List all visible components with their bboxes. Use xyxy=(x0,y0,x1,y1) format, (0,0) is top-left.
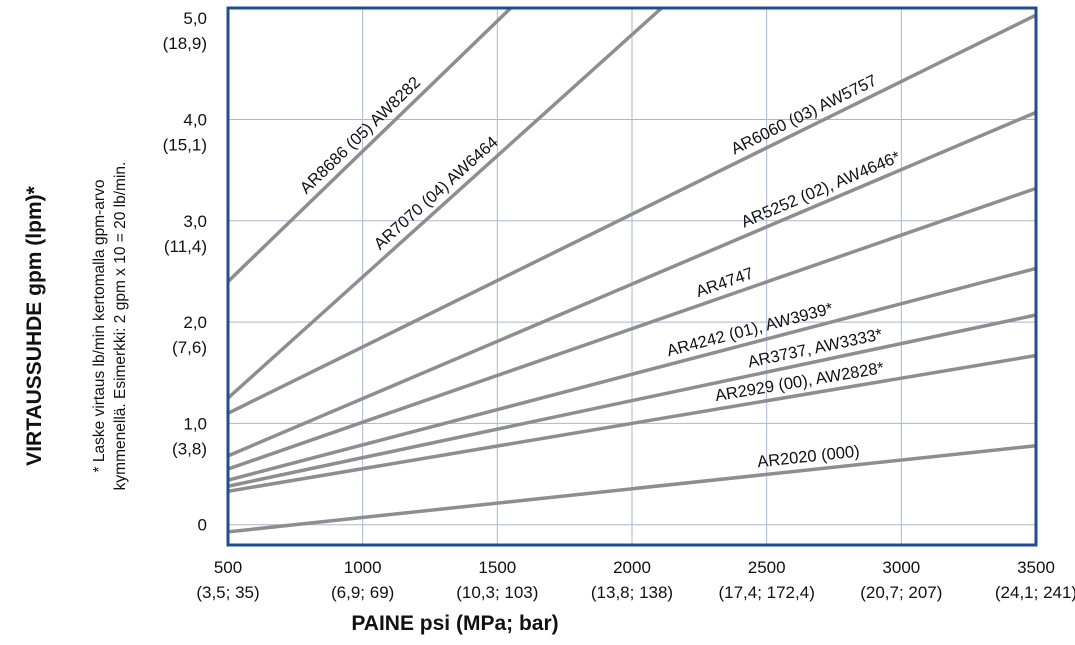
x-tick-label: 500 xyxy=(214,558,242,577)
series-label: AR7070 (04) AW6464 xyxy=(371,133,502,253)
y-tick-sublabel: (18,9) xyxy=(163,34,207,53)
series-line xyxy=(227,13,1037,415)
x-tick-sublabel: (3,5; 35) xyxy=(196,583,259,602)
y-tick-label: 0 xyxy=(198,516,207,535)
x-tick-sublabel: (10,3; 103) xyxy=(456,583,538,602)
series-line xyxy=(227,186,1037,471)
footnote-line-2: kymmenellä. Esimerkki: 2 gpm x 10 = 20 l… xyxy=(112,162,129,491)
x-tick-sublabel: (17,4; 172,4) xyxy=(718,583,814,602)
x-tick-sublabel: (24,1; 241) xyxy=(995,583,1075,602)
y-tick-sublabel: (3,8) xyxy=(172,439,207,458)
x-tick-label: 2500 xyxy=(748,558,786,577)
series-line xyxy=(227,353,1037,494)
x-tick-sublabel: (13,8; 138) xyxy=(591,583,673,602)
series-line xyxy=(227,266,1037,482)
x-tick-label: 1000 xyxy=(344,558,382,577)
x-axis-ticks: 500 (3,5; 35) 1000 (6,9; 69) 1500 (10,3; 103)… xyxy=(196,558,1075,602)
series-label: AR8686 (05) AW8282 xyxy=(297,73,424,197)
grid-lines xyxy=(228,8,1036,545)
x-tick-label: 1500 xyxy=(478,558,516,577)
x-tick-sublabel: (6,9; 69) xyxy=(331,583,394,602)
y-axis-title: VIRTAUSSUHDE gpm (lpm)* xyxy=(23,185,46,465)
plot-frame xyxy=(226,6,1038,547)
x-tick-sublabel: (20,7; 207) xyxy=(860,583,942,602)
series-label: AR6060 (03) AW5757 xyxy=(728,72,879,159)
y-axis-ticks: 0 1,0 (3,8) 2,0 (7,6) 3,0 (11,4) 4,0 (15,1) 5,0 (1… xyxy=(163,9,207,535)
y-tick-sublabel: (15,1) xyxy=(163,135,207,154)
x-tick-label: 3500 xyxy=(1017,558,1055,577)
x-tick-label: 2000 xyxy=(613,558,651,577)
series-line xyxy=(226,6,513,283)
x-tick-label: 3000 xyxy=(882,558,920,577)
y-tick-label: 5,0 xyxy=(183,9,207,28)
y-tick-sublabel: (7,6) xyxy=(172,338,207,357)
y-tick-label: 2,0 xyxy=(183,313,207,332)
y-tick-label: 1,0 xyxy=(183,414,207,433)
series-line xyxy=(227,110,1037,458)
y-tick-label: 3,0 xyxy=(183,212,207,231)
series-label: AR5252 (02), AW4646* xyxy=(739,148,904,232)
x-axis-title: PAINE psi (MPa; bar) xyxy=(351,612,558,635)
series-line xyxy=(226,6,663,400)
footnote-line-1: * Laske virtaus lb/min kertomalla gpm-ar… xyxy=(91,180,108,473)
y-tick-sublabel: (11,4) xyxy=(164,237,207,256)
series-lines xyxy=(226,6,1037,534)
series-line xyxy=(227,443,1037,534)
series-line xyxy=(227,313,1037,488)
y-tick-label: 4,0 xyxy=(183,110,207,129)
